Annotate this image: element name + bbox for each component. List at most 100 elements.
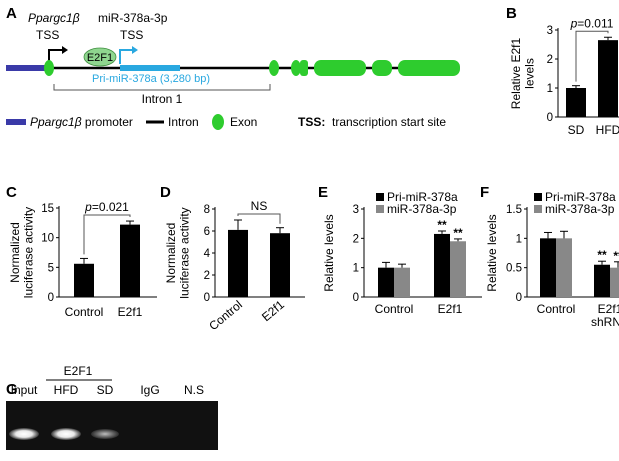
panel-f-y-tick-label: 0.5 — [506, 263, 522, 275]
panel-b-bar — [598, 40, 618, 117]
gel-image — [6, 401, 218, 450]
panel-b-bar — [566, 88, 586, 117]
panel-d-y-tick-label: 0 — [204, 292, 210, 304]
mir378-tss-label: TSS — [120, 28, 143, 42]
panel-e-y-axis-label: Relative levels — [322, 214, 336, 291]
panel-e-y-tick-label: 1 — [353, 263, 359, 275]
panel-b-y-tick-label: 2 — [547, 54, 553, 66]
panel-b-category-label: HFD — [596, 123, 619, 137]
panel-e-legend-label: Pri-miR-378a — [387, 190, 458, 204]
panel-g-letter: G — [6, 381, 18, 398]
panel-e-legend-label: miR-378a-3p — [387, 202, 457, 216]
panel-c-annotation: p=0.021 — [84, 200, 129, 214]
panel-d-y-axis-label: Normalizedluciferase activity — [164, 207, 192, 298]
mir378-tss-arrowhead-icon — [132, 46, 138, 54]
gel-lane-label-hfd: HFD — [54, 383, 79, 397]
panel-f-y-tick-label: 0 — [516, 292, 522, 304]
panel-d-y-tick-label: 2 — [204, 270, 210, 282]
panel-b-y-tick-label: 1 — [547, 83, 553, 95]
panel-c-y-tick-label: 0 — [48, 292, 54, 304]
panel-e-bar — [434, 233, 450, 297]
panel-e-bar — [378, 267, 394, 297]
mir378-tss-arrow-icon — [119, 49, 132, 64]
panel-b-chart: B 0 1 2 3 Relative E2f1levels SD HFD p=0.011 — [506, 5, 619, 137]
panel-f-bar — [540, 238, 556, 297]
panel-f-y-axis-label: Relative levels — [485, 214, 499, 291]
legend-exon-label: Exon — [230, 115, 257, 129]
gel-lane-label-igg: IgG — [140, 383, 159, 397]
panel-e-category-label: Control — [375, 302, 414, 316]
intron1-bracket — [53, 84, 271, 91]
panel-f-legend-swatch — [534, 205, 542, 213]
panel-e-legend-swatch — [376, 205, 384, 213]
panel-f-y-tick-label: 1 — [516, 233, 522, 245]
panel-c-y-tick-label: 5 — [48, 262, 54, 274]
ppargc1b-tss-label: TSS — [36, 28, 59, 42]
mir378-tss-mirna-label: miR-378a-3p — [98, 11, 168, 25]
panel-f-legend-label: miR-378a-3p — [545, 202, 615, 216]
exon — [291, 60, 301, 76]
panel-f-y-tick-label: 1.5 — [506, 204, 522, 216]
panel-b-comparison-bracket — [575, 30, 609, 82]
legend-tss-key: TSS: — [298, 115, 325, 129]
panel-c-y-tick-label: 10 — [41, 233, 54, 245]
panel-f-category-label: E2f1 — [598, 302, 619, 316]
panel-e-significance-mark: ** — [453, 226, 463, 240]
panel-d-category-label: E2f1 — [259, 297, 287, 324]
panel-b-y-tick-label: 3 — [547, 25, 553, 37]
panel-c-comparison-bracket — [83, 214, 131, 255]
panel-d-letter: D — [160, 184, 171, 201]
legend-intron-label: Intron — [168, 115, 199, 129]
panel-e-bar — [450, 241, 466, 297]
panel-d-y-tick-label: 4 — [204, 248, 211, 260]
ppargc1b-tss-arrow-icon — [48, 49, 62, 64]
panel-d-bar — [228, 229, 248, 297]
panel-c-category-label: E2f1 — [118, 305, 143, 319]
panel-f-chart: F 0 0.5 1 1.5 Relative levels Control ** ** E2f1s… — [480, 184, 619, 329]
panel-e-y-tick-label: 2 — [353, 233, 359, 245]
gel-band-hfd — [51, 428, 81, 440]
panel-e-y-tick-label: 3 — [353, 204, 359, 216]
panel-d-category-label: Control — [206, 298, 245, 334]
panel-d-y-tick-label: 8 — [204, 204, 210, 216]
exon — [398, 60, 460, 76]
gel-e2f1-header: E2F1 — [64, 364, 93, 378]
e2f1-binding-oval — [83, 47, 117, 67]
gel-lane-label-sd: SD — [97, 383, 114, 397]
panel-c-y-tick-label: 15 — [41, 203, 54, 215]
panel-e-significance-mark: ** — [437, 218, 447, 232]
promoter-bar — [6, 65, 48, 71]
panel-a-letter: A — [6, 5, 17, 22]
legend-tss-description: transcription start site — [332, 115, 446, 129]
panel-e-chart: E 0 1 2 3 Relative levels Control ** ** E2f1 Pri-m… — [318, 184, 482, 316]
panel-d-bar — [270, 233, 290, 297]
panel-c-bar — [74, 263, 94, 297]
exon — [314, 60, 366, 76]
panel-f-bar — [556, 238, 572, 297]
panel-f-category-label: Control — [537, 302, 576, 316]
panel-f-bar — [594, 264, 610, 297]
pri-mirna-label: Pri-miR-378a (3,280 bp) — [92, 73, 210, 85]
panel-b-y-axis-label: Relative E2f1levels — [509, 37, 537, 109]
intron1-label: Intron 1 — [142, 92, 183, 106]
panel-b-letter: B — [506, 5, 517, 22]
panel-f-legend-label: Pri-miR-378a — [545, 190, 616, 204]
panel-c-category-label: Control — [65, 305, 104, 319]
panel-e-letter: E — [318, 184, 328, 201]
gel-lane-label-ns: N.S — [184, 383, 204, 397]
panel-c-chart: C 0 5 10 15 Normalizedluciferase activity Cont… — [6, 184, 157, 319]
panel-c-letter: C — [6, 184, 17, 201]
panel-e-bar — [394, 267, 410, 297]
panel-d-comparison-bracket — [237, 213, 281, 224]
e2f1-oval-label: E2F1 — [87, 52, 113, 64]
panel-b-y-tick-label: 0 — [547, 112, 553, 124]
panel-f-legend-swatch — [534, 193, 542, 201]
ppargc1b-tss-gene-label: Ppargc1β — [28, 11, 80, 25]
exon — [372, 60, 392, 76]
exon — [269, 60, 279, 76]
ppargc1b-tss-arrowhead-icon — [62, 46, 68, 54]
legend-promoter-label: Ppargc1β promoter — [30, 115, 133, 129]
pri-mirna-bar — [120, 65, 180, 71]
gel-band-input — [9, 428, 39, 440]
